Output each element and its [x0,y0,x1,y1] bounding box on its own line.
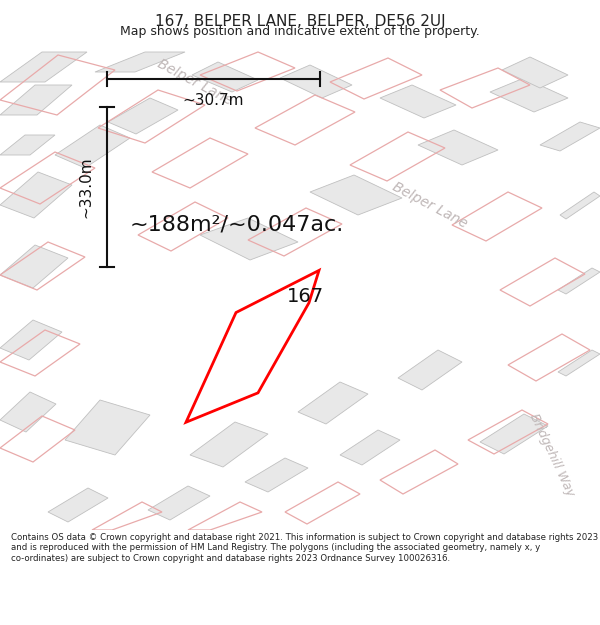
Text: Bridgehill Way: Bridgehill Way [527,411,577,499]
Text: 167: 167 [286,288,323,306]
Text: 167, BELPER LANE, BELPER, DE56 2UJ: 167, BELPER LANE, BELPER, DE56 2UJ [155,14,445,29]
Polygon shape [190,422,268,467]
Polygon shape [0,320,62,360]
Polygon shape [490,78,568,112]
Text: ~188m²/~0.047ac.: ~188m²/~0.047ac. [130,214,344,234]
Polygon shape [0,85,72,115]
Text: ~33.0m: ~33.0m [78,156,93,218]
Polygon shape [0,392,56,432]
Polygon shape [438,405,600,530]
Polygon shape [195,92,600,312]
Polygon shape [0,135,55,155]
Polygon shape [245,458,308,492]
Polygon shape [55,72,245,132]
Text: Map shows position and indicative extent of the property.: Map shows position and indicative extent… [120,24,480,38]
Polygon shape [186,271,319,422]
Polygon shape [502,57,568,88]
Polygon shape [540,122,600,151]
Polygon shape [95,52,185,72]
Text: ~30.7m: ~30.7m [183,93,244,108]
Text: Contains OS data © Crown copyright and database right 2021. This information is : Contains OS data © Crown copyright and d… [11,533,598,562]
Polygon shape [380,85,456,118]
Polygon shape [118,60,420,175]
Polygon shape [558,350,600,376]
Polygon shape [398,350,462,390]
Polygon shape [280,65,352,98]
Polygon shape [340,430,400,465]
Polygon shape [192,62,258,92]
Polygon shape [310,175,402,215]
Polygon shape [0,245,68,288]
Polygon shape [108,98,178,134]
Text: Belper Lane: Belper Lane [390,179,470,231]
Polygon shape [55,125,130,168]
Polygon shape [480,414,548,454]
Text: Belper Lane: Belper Lane [155,56,235,108]
Polygon shape [65,400,150,455]
Polygon shape [560,192,600,219]
Polygon shape [200,218,298,260]
Polygon shape [0,172,72,218]
Polygon shape [0,50,185,77]
Polygon shape [148,486,210,520]
Polygon shape [418,130,498,165]
Polygon shape [298,382,368,424]
Polygon shape [558,268,600,294]
Polygon shape [0,52,87,82]
Polygon shape [48,488,108,522]
